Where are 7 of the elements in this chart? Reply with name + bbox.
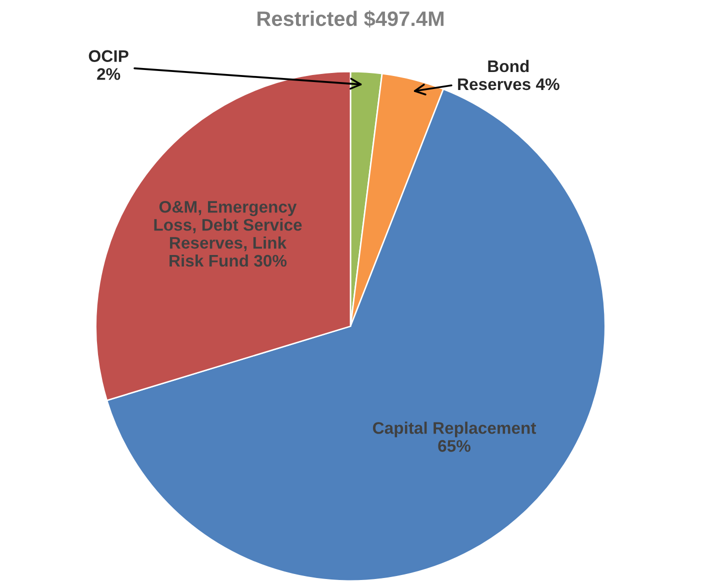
data-label: 65% [438, 440, 471, 452]
chart-title: Restricted $497.4M [258, 10, 444, 28]
slice-label: O&M, Emergency Loss, Debt Service Reserves, Link Risk Fund 30% [154, 200, 302, 267]
slice-label: Bond Reserves 4% [458, 60, 560, 90]
slice-label: Capital Replacement [372, 422, 536, 438]
slice-label: OCIP [88, 50, 128, 62]
data-label: 2% [97, 68, 120, 80]
